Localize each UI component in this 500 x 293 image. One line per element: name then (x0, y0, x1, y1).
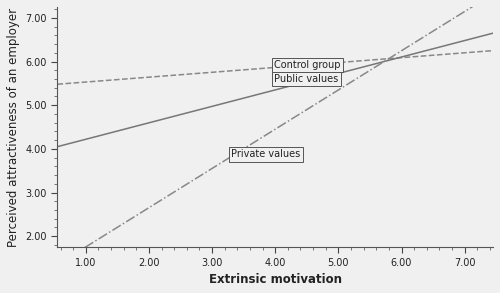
Text: Public values: Public values (274, 74, 338, 84)
X-axis label: Extrinsic motivation: Extrinsic motivation (208, 273, 342, 286)
Text: Private values: Private values (231, 149, 300, 159)
Text: Control group: Control group (274, 60, 340, 70)
Y-axis label: Perceived attractiveness of an employer: Perceived attractiveness of an employer (7, 7, 20, 247)
